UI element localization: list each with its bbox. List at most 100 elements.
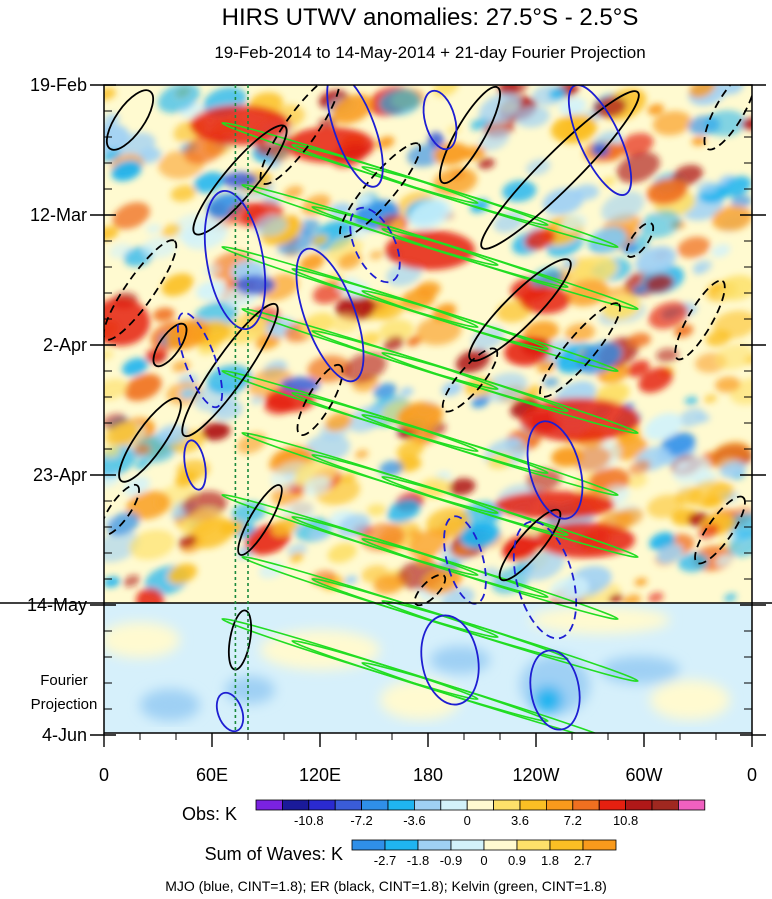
colorbar-swatch: [387, 799, 415, 811]
projection-blob: [650, 680, 730, 720]
anomaly-blob: [312, 234, 328, 246]
anomaly-blob: [383, 336, 404, 351]
y-axis: 19-Feb 12-Mar 2-Apr 23-Apr 14-May 4-Jun: [27, 75, 766, 745]
colorbar-swatch: [516, 839, 551, 851]
colorbar-tick-label: -1.8: [407, 853, 429, 868]
mjo-contour: [349, 206, 401, 284]
er-contour: [413, 573, 447, 607]
anomaly-blob: [399, 387, 414, 397]
colorbar-tick-label: -10.8: [294, 813, 324, 828]
er-contour: [259, 85, 341, 185]
anomaly-blob: [112, 202, 150, 230]
anomaly-blob: [325, 412, 353, 432]
colorbar-tick-label: 0: [480, 853, 487, 868]
anomaly-blob: [146, 224, 162, 234]
anomaly-blob: [327, 542, 357, 563]
projection-blob: [430, 646, 490, 674]
colorbar-tick-label: 10.8: [613, 813, 638, 828]
anomaly-blob: [408, 199, 452, 230]
er-contour: [539, 302, 621, 398]
anomaly-blob: [255, 332, 281, 350]
mjo-contour: [422, 89, 458, 151]
obs-colorbar: -10.8 -7.2 -3.6 0 3.6 7.2 10.8: [255, 799, 706, 828]
anomaly-blob: [619, 132, 654, 156]
anomaly-blob: [373, 574, 405, 595]
anomaly-blob: [548, 88, 567, 100]
projection-blob: [104, 622, 180, 658]
colorbar-swatch: [519, 799, 547, 811]
projection-blob: [600, 656, 680, 684]
er-contour: [104, 483, 140, 537]
x-tick-label: 120W: [512, 765, 559, 785]
anomaly-blob: [111, 160, 142, 182]
projection-blob: [533, 686, 563, 714]
mjo-contour: [183, 439, 207, 491]
mjo-contour: [326, 85, 384, 188]
plot-area: [104, 85, 752, 733]
kelvin-contour: [361, 289, 619, 373]
anomaly-blob: [417, 476, 452, 499]
projection-label-line2: Projection: [31, 696, 98, 713]
projection-blobs: [104, 606, 730, 721]
anomaly-blob: [728, 531, 752, 558]
colorbar-tick-label: 3.6: [511, 813, 529, 828]
anomaly-blob: [378, 88, 421, 116]
anomaly-blob: [104, 87, 117, 101]
anomaly-hotspot: [520, 398, 640, 442]
colorbar-swatch: [678, 799, 706, 811]
anomaly-blob: [165, 318, 210, 350]
anomaly-blob: [628, 332, 652, 348]
mjo-contour: [443, 515, 487, 605]
anomaly-blob: [337, 513, 370, 538]
er-contour: [104, 239, 178, 341]
obs-colorbar-label: Obs: K: [182, 804, 237, 824]
anomaly-hotspot: [104, 298, 150, 346]
anomaly-blob: [299, 253, 325, 272]
kelvin-contour: [381, 227, 639, 311]
mjo-contour: [215, 691, 245, 733]
kelvin-contour: [381, 475, 639, 559]
anomaly-blob: [515, 105, 550, 128]
kelvin-contour: [381, 351, 639, 435]
anomaly-blob: [656, 544, 683, 564]
anomaly-blob: [716, 275, 752, 301]
anomaly-blob: [354, 449, 369, 459]
anomaly-blob: [605, 370, 619, 381]
mjo-contour: [176, 311, 224, 409]
y-tick-label: 19-Feb: [30, 75, 87, 95]
colorbar-swatch: [413, 799, 442, 811]
anomaly-blob: [344, 575, 358, 585]
y-tick-label: 12-Mar: [30, 205, 87, 225]
legend-note: MJO (blue, CINT=1.8); ER (black, CINT=1.…: [165, 878, 607, 894]
er-contour: [339, 142, 421, 238]
anomaly-blob: [648, 301, 689, 329]
anomaly-blob: [337, 252, 362, 270]
anomaly-blob: [189, 517, 235, 549]
anomaly-blob: [502, 534, 540, 561]
anomaly-blob: [373, 298, 405, 321]
anomaly-blob: [401, 288, 436, 311]
anomaly-blob: [627, 474, 648, 489]
mjo-contour: [529, 649, 581, 731]
anomaly-blob: [379, 460, 404, 476]
colorbar-swatch: [417, 839, 452, 851]
anomaly-blob: [723, 85, 744, 95]
anomaly-blob: [633, 285, 647, 295]
anomaly-blob: [677, 236, 710, 258]
anomaly-blob: [178, 534, 197, 548]
anomaly-blob: [373, 383, 397, 399]
colorbar-swatch: [483, 839, 518, 851]
anomaly-blob: [712, 310, 752, 339]
anomaly-blob: [673, 459, 689, 470]
anomaly-blob: [524, 228, 556, 250]
anomaly-blob: [460, 522, 500, 549]
colorbar-swatch: [582, 839, 617, 851]
anomaly-blob: [730, 194, 752, 209]
anomaly-blob: [696, 413, 711, 424]
anomaly-blob: [639, 210, 682, 239]
anomaly-hotspot: [495, 491, 615, 519]
er-contour: [237, 484, 283, 556]
anomaly-blob: [660, 432, 696, 457]
er-contour: [498, 508, 562, 582]
